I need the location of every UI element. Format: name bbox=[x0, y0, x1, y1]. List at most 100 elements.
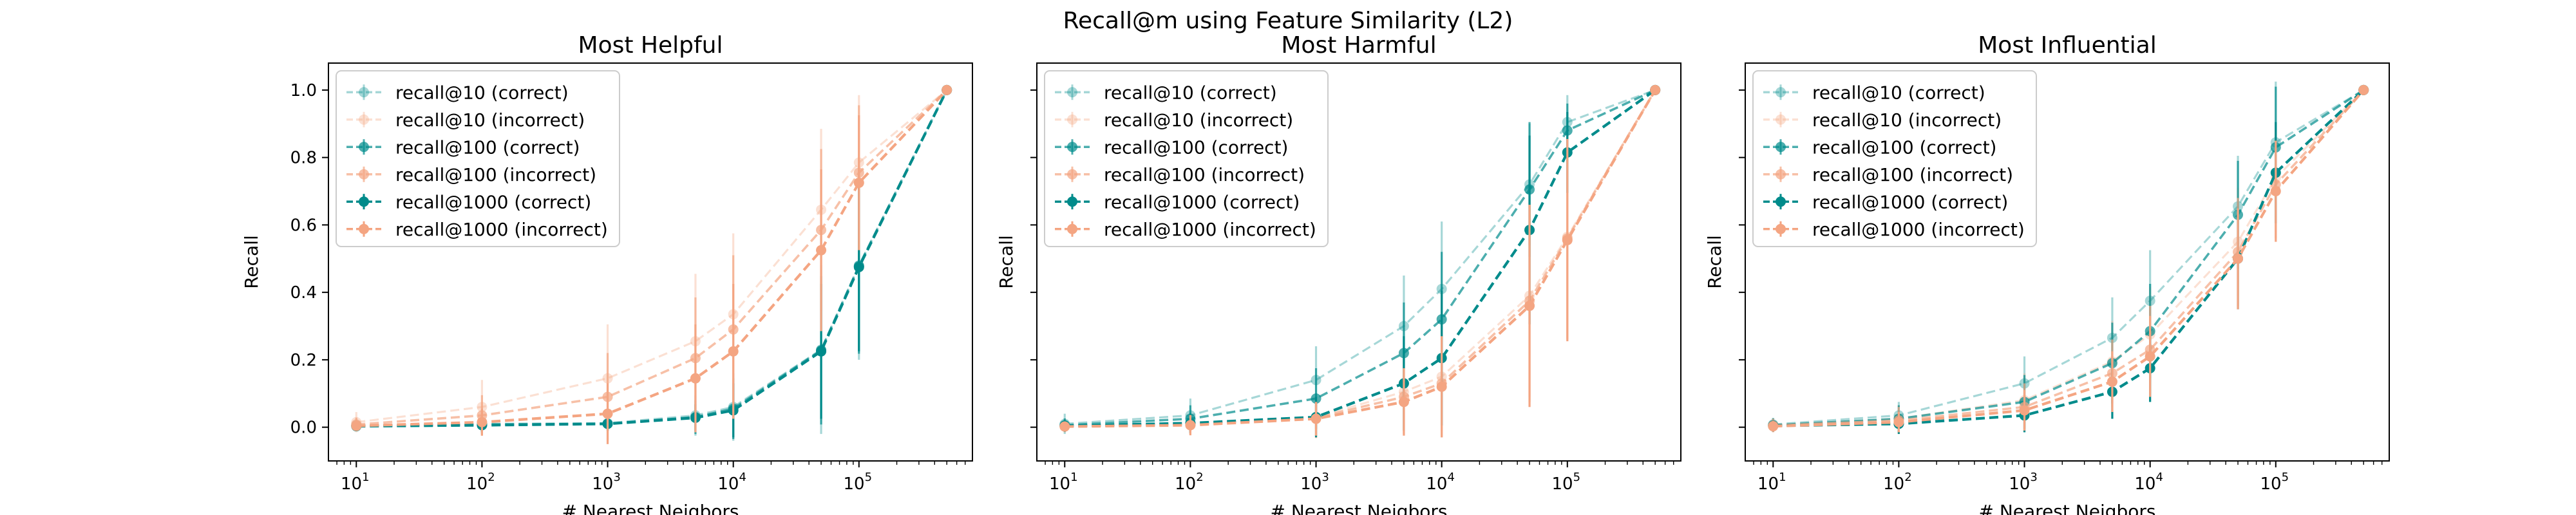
series-recall-1000-incorrect bbox=[1059, 84, 1661, 438]
legend-marker bbox=[1067, 196, 1077, 207]
legend-entry: recall@100 (correct) bbox=[1055, 136, 1288, 158]
y-axis-label: Recall bbox=[241, 235, 262, 289]
legend-marker bbox=[359, 169, 369, 180]
legend-entry: recall@10 (correct) bbox=[346, 82, 569, 103]
data-point bbox=[690, 373, 701, 384]
series-line bbox=[356, 89, 948, 424]
legend-label: recall@100 (correct) bbox=[395, 136, 580, 158]
legend: recall@10 (correct) recall@10 (incorrect)… bbox=[336, 70, 620, 247]
legend-entry: recall@10 (correct) bbox=[1055, 82, 1277, 103]
legend-label: recall@10 (incorrect) bbox=[1812, 109, 2002, 131]
x-tick-label: 104 bbox=[717, 471, 746, 494]
legend-entry: recall@1000 (correct) bbox=[1055, 191, 1300, 212]
data-point bbox=[2019, 405, 2030, 416]
legend-marker bbox=[1067, 169, 1077, 180]
series-line bbox=[356, 89, 948, 427]
data-point bbox=[2270, 186, 2281, 197]
legend-entry: recall@1000 (incorrect) bbox=[1763, 219, 2025, 240]
y-axis-label: Recall bbox=[1704, 235, 1725, 289]
axes-frame bbox=[1745, 62, 2390, 462]
data-point bbox=[1059, 421, 1070, 432]
x-tick-label: 104 bbox=[1426, 471, 1455, 494]
data-point bbox=[816, 245, 827, 256]
legend-entry: recall@100 (incorrect) bbox=[346, 164, 596, 185]
legend-label: recall@1000 (correct) bbox=[1812, 191, 2008, 212]
series-line bbox=[1065, 89, 1656, 427]
plot-area bbox=[1768, 81, 2369, 435]
x-tick-label: 103 bbox=[592, 471, 621, 494]
panel-most-harmful: Most Harmful 101 102 103 104 105 # Nearest Nei… bbox=[996, 32, 1681, 515]
x-tick-label: 104 bbox=[2134, 471, 2163, 494]
legend-label: recall@1000 (correct) bbox=[395, 191, 591, 212]
legend-label: recall@100 (correct) bbox=[1812, 136, 1996, 158]
data-point bbox=[1893, 417, 1904, 427]
series-line bbox=[1065, 89, 1656, 427]
x-tick-label: 103 bbox=[1300, 471, 1329, 494]
legend-label: recall@10 (correct) bbox=[1104, 82, 1277, 103]
series-line bbox=[356, 89, 948, 426]
legend-entry: recall@100 (correct) bbox=[346, 136, 580, 158]
y-tick-label: 0.2 bbox=[290, 351, 317, 370]
panel-title: Most Influential bbox=[1978, 32, 2156, 59]
legend-label: recall@1000 (correct) bbox=[1104, 191, 1300, 212]
panel-most-helpful: Most Helpful 0.0 0.2 0.4 0.6 0.8 1.0 101 102 103 1… bbox=[241, 32, 973, 515]
plot-area bbox=[1059, 84, 1661, 438]
legend-label: recall@10 (correct) bbox=[395, 82, 569, 103]
legend-entry: recall@10 (incorrect) bbox=[346, 109, 585, 131]
data-point bbox=[1436, 381, 1447, 392]
x-tick-label: 105 bbox=[1552, 471, 1581, 494]
data-point bbox=[1650, 84, 1661, 95]
panel-most-influential: Most Influential 101 102 103 104 105 # Nearest… bbox=[1704, 32, 2390, 515]
legend-marker bbox=[359, 114, 369, 125]
legend-marker bbox=[1776, 196, 1786, 207]
x-tick-label: 101 bbox=[341, 471, 370, 494]
series-recall-1000-incorrect bbox=[1768, 84, 2369, 433]
legend-marker bbox=[1776, 142, 1786, 153]
legend-marker bbox=[1067, 87, 1077, 98]
axes-frame bbox=[328, 62, 973, 462]
legend-marker bbox=[359, 196, 369, 207]
legend-entry: recall@1000 (incorrect) bbox=[346, 219, 608, 240]
legend-entry: recall@1000 (correct) bbox=[1763, 191, 2008, 212]
legend-marker bbox=[1776, 223, 1786, 234]
x-tick-label: 101 bbox=[1049, 471, 1078, 494]
x-axis-label: # Nearest Neigbors bbox=[1270, 501, 1447, 515]
series-recall-1000-incorrect bbox=[351, 84, 952, 444]
data-point bbox=[1562, 234, 1573, 245]
series-line bbox=[1773, 89, 2365, 427]
legend-entry: recall@100 (incorrect) bbox=[1763, 164, 2013, 185]
legend-label: recall@100 (incorrect) bbox=[1104, 164, 1305, 185]
legend-entry: recall@10 (incorrect) bbox=[1055, 109, 1293, 131]
data-point bbox=[942, 84, 952, 95]
legend-label: recall@1000 (incorrect) bbox=[1812, 219, 2025, 240]
y-tick-label: 0.8 bbox=[290, 149, 317, 168]
legend-marker bbox=[359, 223, 369, 234]
x-tick-label: 101 bbox=[1757, 471, 1786, 494]
y-tick-label: 0.0 bbox=[290, 418, 317, 438]
x-tick-label: 105 bbox=[2260, 471, 2289, 494]
legend-box bbox=[1044, 70, 1329, 247]
data-point bbox=[1398, 397, 1409, 407]
panel-title: Most Helpful bbox=[578, 32, 723, 59]
legend-entry: recall@100 (correct) bbox=[1763, 136, 1996, 158]
legend-entry: recall@10 (incorrect) bbox=[1763, 109, 2002, 131]
x-tick-label: 102 bbox=[1883, 471, 1912, 494]
series-line bbox=[356, 89, 949, 428]
x-tick-label: 102 bbox=[1175, 471, 1204, 494]
x-tick-label: 103 bbox=[2009, 471, 2038, 494]
series-line bbox=[1065, 89, 1656, 425]
figure-suptitle: Recall@m using Feature Similarity (L2) bbox=[1063, 8, 1513, 34]
x-axis-label: # Nearest Neigbors bbox=[562, 501, 739, 515]
data-point bbox=[2107, 376, 2117, 387]
data-point bbox=[1768, 421, 1779, 432]
chart-panels: Most Helpful 0.0 0.2 0.4 0.6 0.8 1.0 101 102 103 1… bbox=[241, 32, 2390, 515]
legend-box bbox=[336, 70, 620, 247]
legend-label: recall@100 (incorrect) bbox=[395, 164, 596, 185]
legend-entry: recall@1000 (incorrect) bbox=[1055, 219, 1316, 240]
legend: recall@10 (correct) recall@10 (incorrect)… bbox=[1044, 70, 1329, 247]
data-point bbox=[1311, 413, 1321, 424]
panel-title: Most Harmful bbox=[1281, 32, 1436, 59]
data-point bbox=[853, 177, 864, 188]
data-point bbox=[2233, 253, 2244, 264]
y-tick-label: 0.6 bbox=[290, 216, 317, 235]
